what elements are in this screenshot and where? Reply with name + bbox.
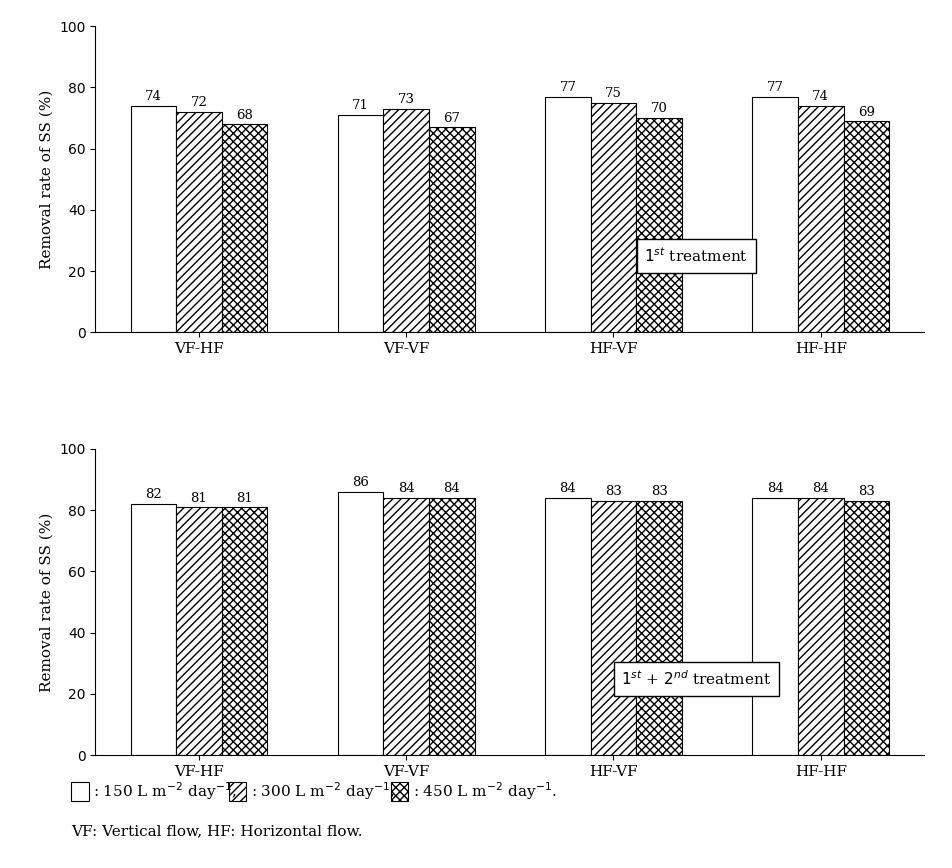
Y-axis label: Removal rate of SS (%): Removal rate of SS (%) (40, 512, 53, 692)
Bar (383, 498, 428, 755)
Bar (545, 498, 590, 755)
Text: VF: Vertical flow, HF: Horizontal flow.: VF: Vertical flow, HF: Horizontal flow. (71, 825, 363, 838)
Y-axis label: Removal rate of SS (%): Removal rate of SS (%) (40, 89, 53, 269)
Bar (130, 504, 176, 755)
Bar (843, 121, 888, 332)
Bar (751, 498, 797, 755)
Bar (337, 115, 383, 332)
Text: 83: 83 (605, 485, 622, 498)
Bar (590, 102, 636, 332)
Text: : 150 L m$^{-2}$ day$^{-1}$,: : 150 L m$^{-2}$ day$^{-1}$, (93, 781, 237, 802)
Bar (843, 501, 888, 755)
Text: 69: 69 (857, 106, 874, 119)
Text: 84: 84 (766, 483, 783, 496)
Text: 67: 67 (443, 112, 460, 125)
Text: 83: 83 (650, 485, 666, 498)
Bar (428, 127, 474, 332)
Text: 81: 81 (190, 491, 208, 504)
Bar (428, 498, 474, 755)
Text: 86: 86 (352, 477, 368, 490)
Bar (222, 124, 268, 332)
Bar (636, 501, 682, 755)
Text: 72: 72 (190, 96, 208, 109)
Text: 84: 84 (559, 483, 576, 496)
Bar (337, 491, 383, 755)
Text: 77: 77 (765, 81, 783, 94)
Text: 68: 68 (236, 108, 252, 122)
Bar (383, 108, 428, 332)
Text: 71: 71 (352, 100, 368, 113)
Text: 77: 77 (559, 81, 576, 94)
Bar (636, 118, 682, 332)
Bar (222, 507, 268, 755)
Bar (590, 501, 636, 755)
Text: 73: 73 (397, 93, 414, 106)
Bar (176, 112, 222, 332)
Text: 83: 83 (857, 485, 874, 498)
Text: 84: 84 (811, 483, 828, 496)
FancyBboxPatch shape (71, 782, 89, 801)
Bar (797, 498, 843, 755)
Text: 74: 74 (145, 90, 162, 103)
Text: 84: 84 (443, 483, 460, 496)
Text: : 300 L m$^{-2}$ day$^{-1}$,: : 300 L m$^{-2}$ day$^{-1}$, (250, 781, 394, 802)
Bar (545, 96, 590, 332)
FancyBboxPatch shape (228, 782, 246, 801)
Text: 81: 81 (236, 491, 252, 504)
Bar (130, 106, 176, 332)
Bar (176, 507, 222, 755)
Text: 70: 70 (650, 102, 666, 115)
Text: 84: 84 (397, 483, 414, 496)
Text: $1^{st}$ + $2^{nd}$ treatment: $1^{st}$ + $2^{nd}$ treatment (621, 669, 771, 688)
Text: : 450 L m$^{-2}$ day$^{-1}$.: : 450 L m$^{-2}$ day$^{-1}$. (412, 781, 556, 802)
Text: 82: 82 (145, 489, 162, 502)
Bar (797, 106, 843, 332)
Bar (751, 96, 797, 332)
Text: $1^{st}$ treatment: $1^{st}$ treatment (644, 247, 747, 265)
Text: 74: 74 (811, 90, 828, 103)
FancyBboxPatch shape (390, 782, 407, 801)
Text: 75: 75 (605, 87, 622, 100)
